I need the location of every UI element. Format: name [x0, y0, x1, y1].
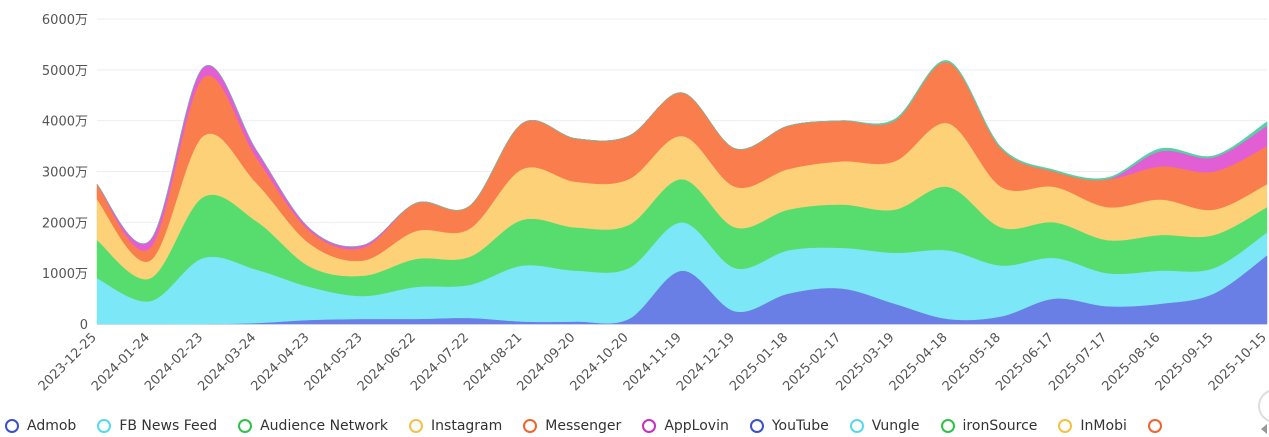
legend-label: Vungle	[871, 418, 920, 434]
legend-swatch-icon	[523, 419, 538, 433]
legend-label: AppLovin	[664, 418, 729, 434]
legend-label: Messenger	[545, 418, 622, 434]
legend-item[interactable]: FB News Feed	[97, 418, 217, 434]
series-areas	[96, 60, 1268, 325]
legend-swatch-icon	[238, 419, 253, 433]
legend-item[interactable]	[1147, 419, 1170, 433]
legend-swatch-icon	[5, 419, 19, 433]
legend-label: InMobi	[1080, 418, 1127, 434]
legend-label: ironSource	[962, 418, 1038, 434]
legend-label: Instagram	[431, 418, 503, 434]
legend-swatch-icon	[97, 419, 112, 433]
legend-swatch-icon	[849, 419, 864, 433]
legend-label: FB News Feed	[119, 418, 218, 434]
legend-item[interactable]: Audience Network	[238, 418, 388, 434]
legend-swatch-icon	[409, 419, 424, 433]
legend-swatch-icon	[1058, 419, 1073, 433]
legend-item[interactable]: Admob	[5, 418, 76, 434]
legend-item[interactable]: ironSource	[940, 418, 1038, 434]
legend-label: YouTube	[771, 418, 829, 434]
legend-label: Admob	[27, 418, 77, 434]
series-area-other[interactable]	[96, 60, 1268, 247]
legend-item[interactable]: YouTube	[749, 418, 829, 434]
legend-swatch-icon	[642, 419, 657, 433]
x-axis: 2023-12-252024-01-242024-02-232024-03-24…	[36, 330, 1269, 394]
y-tick-label: 4000万	[42, 115, 88, 130]
legend-item[interactable]: Messenger	[523, 418, 621, 434]
y-tick-label: 1000万	[42, 267, 88, 282]
legend-item[interactable]: Instagram	[409, 418, 502, 434]
legend-item[interactable]: InMobi	[1058, 418, 1127, 434]
legend-swatch-icon	[1147, 419, 1162, 433]
y-tick-label: 0	[80, 318, 88, 333]
y-tick-label: 2000万	[42, 216, 88, 231]
y-tick-label: 3000万	[42, 166, 88, 181]
y-axis: 0 1000万 2000万 3000万 4000万 5000万 6000万	[42, 13, 88, 333]
legend-item[interactable]: Vungle	[849, 418, 920, 434]
legend-swatch-icon	[749, 419, 764, 433]
legend: Admob FB News Feed Audience Network Instagr…	[0, 415, 1269, 437]
legend-label: Audience Network	[260, 418, 389, 434]
legend-scroll-icon[interactable]	[1255, 388, 1269, 437]
legend-item[interactable]: AppLovin	[642, 418, 729, 434]
legend-swatch-icon	[940, 419, 955, 433]
y-tick-label: 6000万	[42, 13, 88, 28]
y-tick-label: 5000万	[42, 64, 88, 79]
